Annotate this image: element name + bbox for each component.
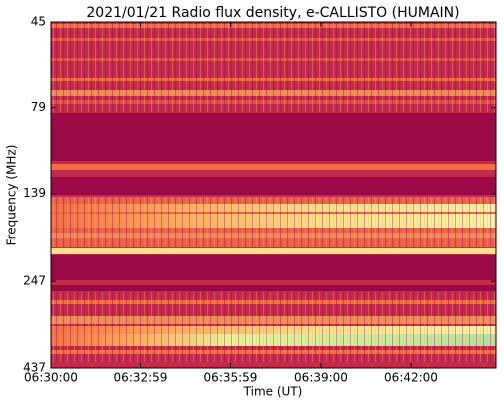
x-tick-label: 06:32:59 — [114, 371, 168, 385]
x-axis-label: Time (UT) — [243, 385, 303, 399]
plot-frame — [50, 21, 497, 369]
y-tick-label: 437 — [23, 361, 46, 375]
x-tick-label: 06:42:00 — [384, 371, 438, 385]
y-tick-label: 45 — [31, 15, 46, 29]
chart-title: 2021/01/21 Radio flux density, e-CALLIST… — [86, 5, 459, 21]
y-tick-label: 79 — [31, 100, 46, 114]
spectrogram-image — [51, 22, 496, 368]
y-tick-label: 247 — [23, 274, 46, 288]
x-tick-label: 06:30:00 — [24, 371, 78, 385]
x-tick-label: 06:39:00 — [294, 371, 348, 385]
y-tick-label: 139 — [23, 186, 46, 200]
y-axis-label: Frequency (MHz) — [5, 145, 19, 246]
x-tick-label: 06:35:59 — [204, 371, 258, 385]
